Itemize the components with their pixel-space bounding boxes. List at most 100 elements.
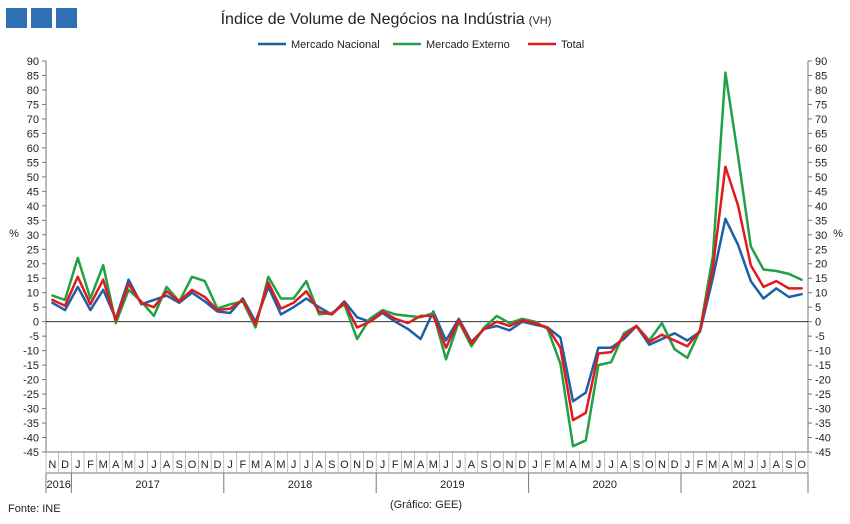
y-tick-label-right: 5 [815, 302, 821, 314]
y-tick-label-right: -25 [815, 389, 831, 401]
y-tick-label-right: 75 [815, 99, 827, 111]
x-tick-label: M [429, 459, 438, 471]
x-tick-label: D [61, 459, 69, 471]
y-tick-label-left: 35 [27, 215, 39, 227]
y-tick-label-left: -10 [23, 346, 39, 358]
x-tick-label: F [239, 459, 246, 471]
y-tick-label-right: 15 [815, 273, 827, 285]
x-tick-label: J [532, 459, 538, 471]
x-tick-label: A [773, 459, 781, 471]
y-tick-label-right: 55 [815, 157, 827, 169]
x-tick-label: M [403, 459, 412, 471]
x-tick-label: J [596, 459, 602, 471]
y-tick-label-right: 85 [815, 70, 827, 82]
x-tick-label: A [569, 459, 577, 471]
y-tick-label-right: 25 [815, 244, 827, 256]
y-tick-label-right: 45 [815, 186, 827, 198]
y-tick-label-left: 40 [27, 201, 39, 213]
y-tick-label-right: -30 [815, 404, 831, 416]
y-tick-label-right: 60 [815, 143, 827, 155]
y-tick-label-left: 80 [27, 85, 39, 97]
legend-label: Mercado Externo [426, 39, 510, 51]
x-tick-label: D [671, 459, 679, 471]
year-label: 2021 [732, 479, 756, 491]
year-label: 2020 [593, 479, 617, 491]
x-tick-label: F [697, 459, 704, 471]
x-tick-label: D [213, 459, 221, 471]
logo-square-1 [6, 8, 27, 28]
x-tick-label: J [761, 459, 767, 471]
y-tick-label-left: 90 [27, 56, 39, 68]
y-tick-label-right: 30 [815, 230, 827, 242]
x-tick-label: N [353, 459, 361, 471]
x-tick-label: O [493, 459, 502, 471]
axes: -45 -45 -40 -40 -35 -35 -30 -30 -25 -25 -20 -20 -15 -… [23, 56, 831, 493]
x-tick-label: O [188, 459, 197, 471]
chart-title-suffix: (VH) [529, 15, 552, 27]
x-tick-label: S [633, 459, 640, 471]
year-label: 2017 [135, 479, 159, 491]
x-tick-label: S [785, 459, 792, 471]
x-tick-label: F [544, 459, 551, 471]
ylabel-right: % [833, 228, 843, 240]
y-tick-label-left: 55 [27, 157, 39, 169]
x-tick-label: O [340, 459, 349, 471]
y-tick-label-left: 50 [27, 172, 39, 184]
y-tick-label-left: -15 [23, 360, 39, 372]
y-tick-label-right: 0 [815, 317, 821, 329]
x-tick-label: A [163, 459, 171, 471]
x-tick-label: J [748, 459, 754, 471]
x-tick-label: N [658, 459, 666, 471]
y-tick-label-left: 75 [27, 99, 39, 111]
y-tick-label-left: 85 [27, 70, 39, 82]
chart-title: Índice de Volume de Negócios na Indústri… [221, 9, 552, 28]
x-tick-label: M [708, 459, 717, 471]
y-tick-label-right: 90 [815, 56, 827, 68]
x-tick-label: J [380, 459, 386, 471]
series-line-mercado-externo [51, 71, 803, 448]
y-tick-label-left: 10 [27, 288, 39, 300]
y-tick-label-right: 65 [815, 128, 827, 140]
x-tick-label: J [443, 459, 449, 471]
x-tick-label: N [201, 459, 209, 471]
y-tick-label-left: -35 [23, 418, 39, 430]
year-label: 2019 [440, 479, 464, 491]
series-lines [51, 71, 803, 448]
y-tick-label-right: -45 [815, 447, 831, 459]
y-tick-label-left: 15 [27, 273, 39, 285]
x-tick-label: N [48, 459, 56, 471]
x-tick-label: J [75, 459, 81, 471]
x-tick-label: J [139, 459, 145, 471]
y-tick-label-right: -15 [815, 360, 831, 372]
x-tick-label: J [291, 459, 297, 471]
y-tick-label-right: -40 [815, 433, 831, 445]
x-tick-label: A [315, 459, 323, 471]
x-tick-label: O [645, 459, 654, 471]
chart-title-main: Índice de Volume de Negócios na Indústri… [221, 9, 525, 28]
x-tick-label: F [392, 459, 399, 471]
y-tick-label-left: 0 [33, 317, 39, 329]
ylabel-left: % [9, 228, 19, 240]
y-tick-label-left: 45 [27, 186, 39, 198]
x-tick-label: S [328, 459, 335, 471]
x-tick-label: M [581, 459, 590, 471]
x-tick-label: M [276, 459, 285, 471]
year-label: 2016 [46, 479, 70, 491]
x-tick-label: D [518, 459, 526, 471]
y-tick-label-left: -25 [23, 389, 39, 401]
x-tick-label: A [112, 459, 120, 471]
y-tick-label-right: -35 [815, 418, 831, 430]
x-tick-label: M [734, 459, 743, 471]
y-tick-label-right: -5 [815, 331, 825, 343]
y-tick-label-left: 65 [27, 128, 39, 140]
source-label: Fonte: INE [8, 503, 61, 515]
y-tick-label-right: -10 [815, 346, 831, 358]
y-tick-label-left: -30 [23, 404, 39, 416]
x-tick-label: S [176, 459, 183, 471]
y-tick-label-right: 50 [815, 172, 827, 184]
y-tick-label-right: 40 [815, 201, 827, 213]
y-tick-label-left: 5 [33, 302, 39, 314]
x-tick-label: F [87, 459, 94, 471]
x-tick-label: J [456, 459, 462, 471]
